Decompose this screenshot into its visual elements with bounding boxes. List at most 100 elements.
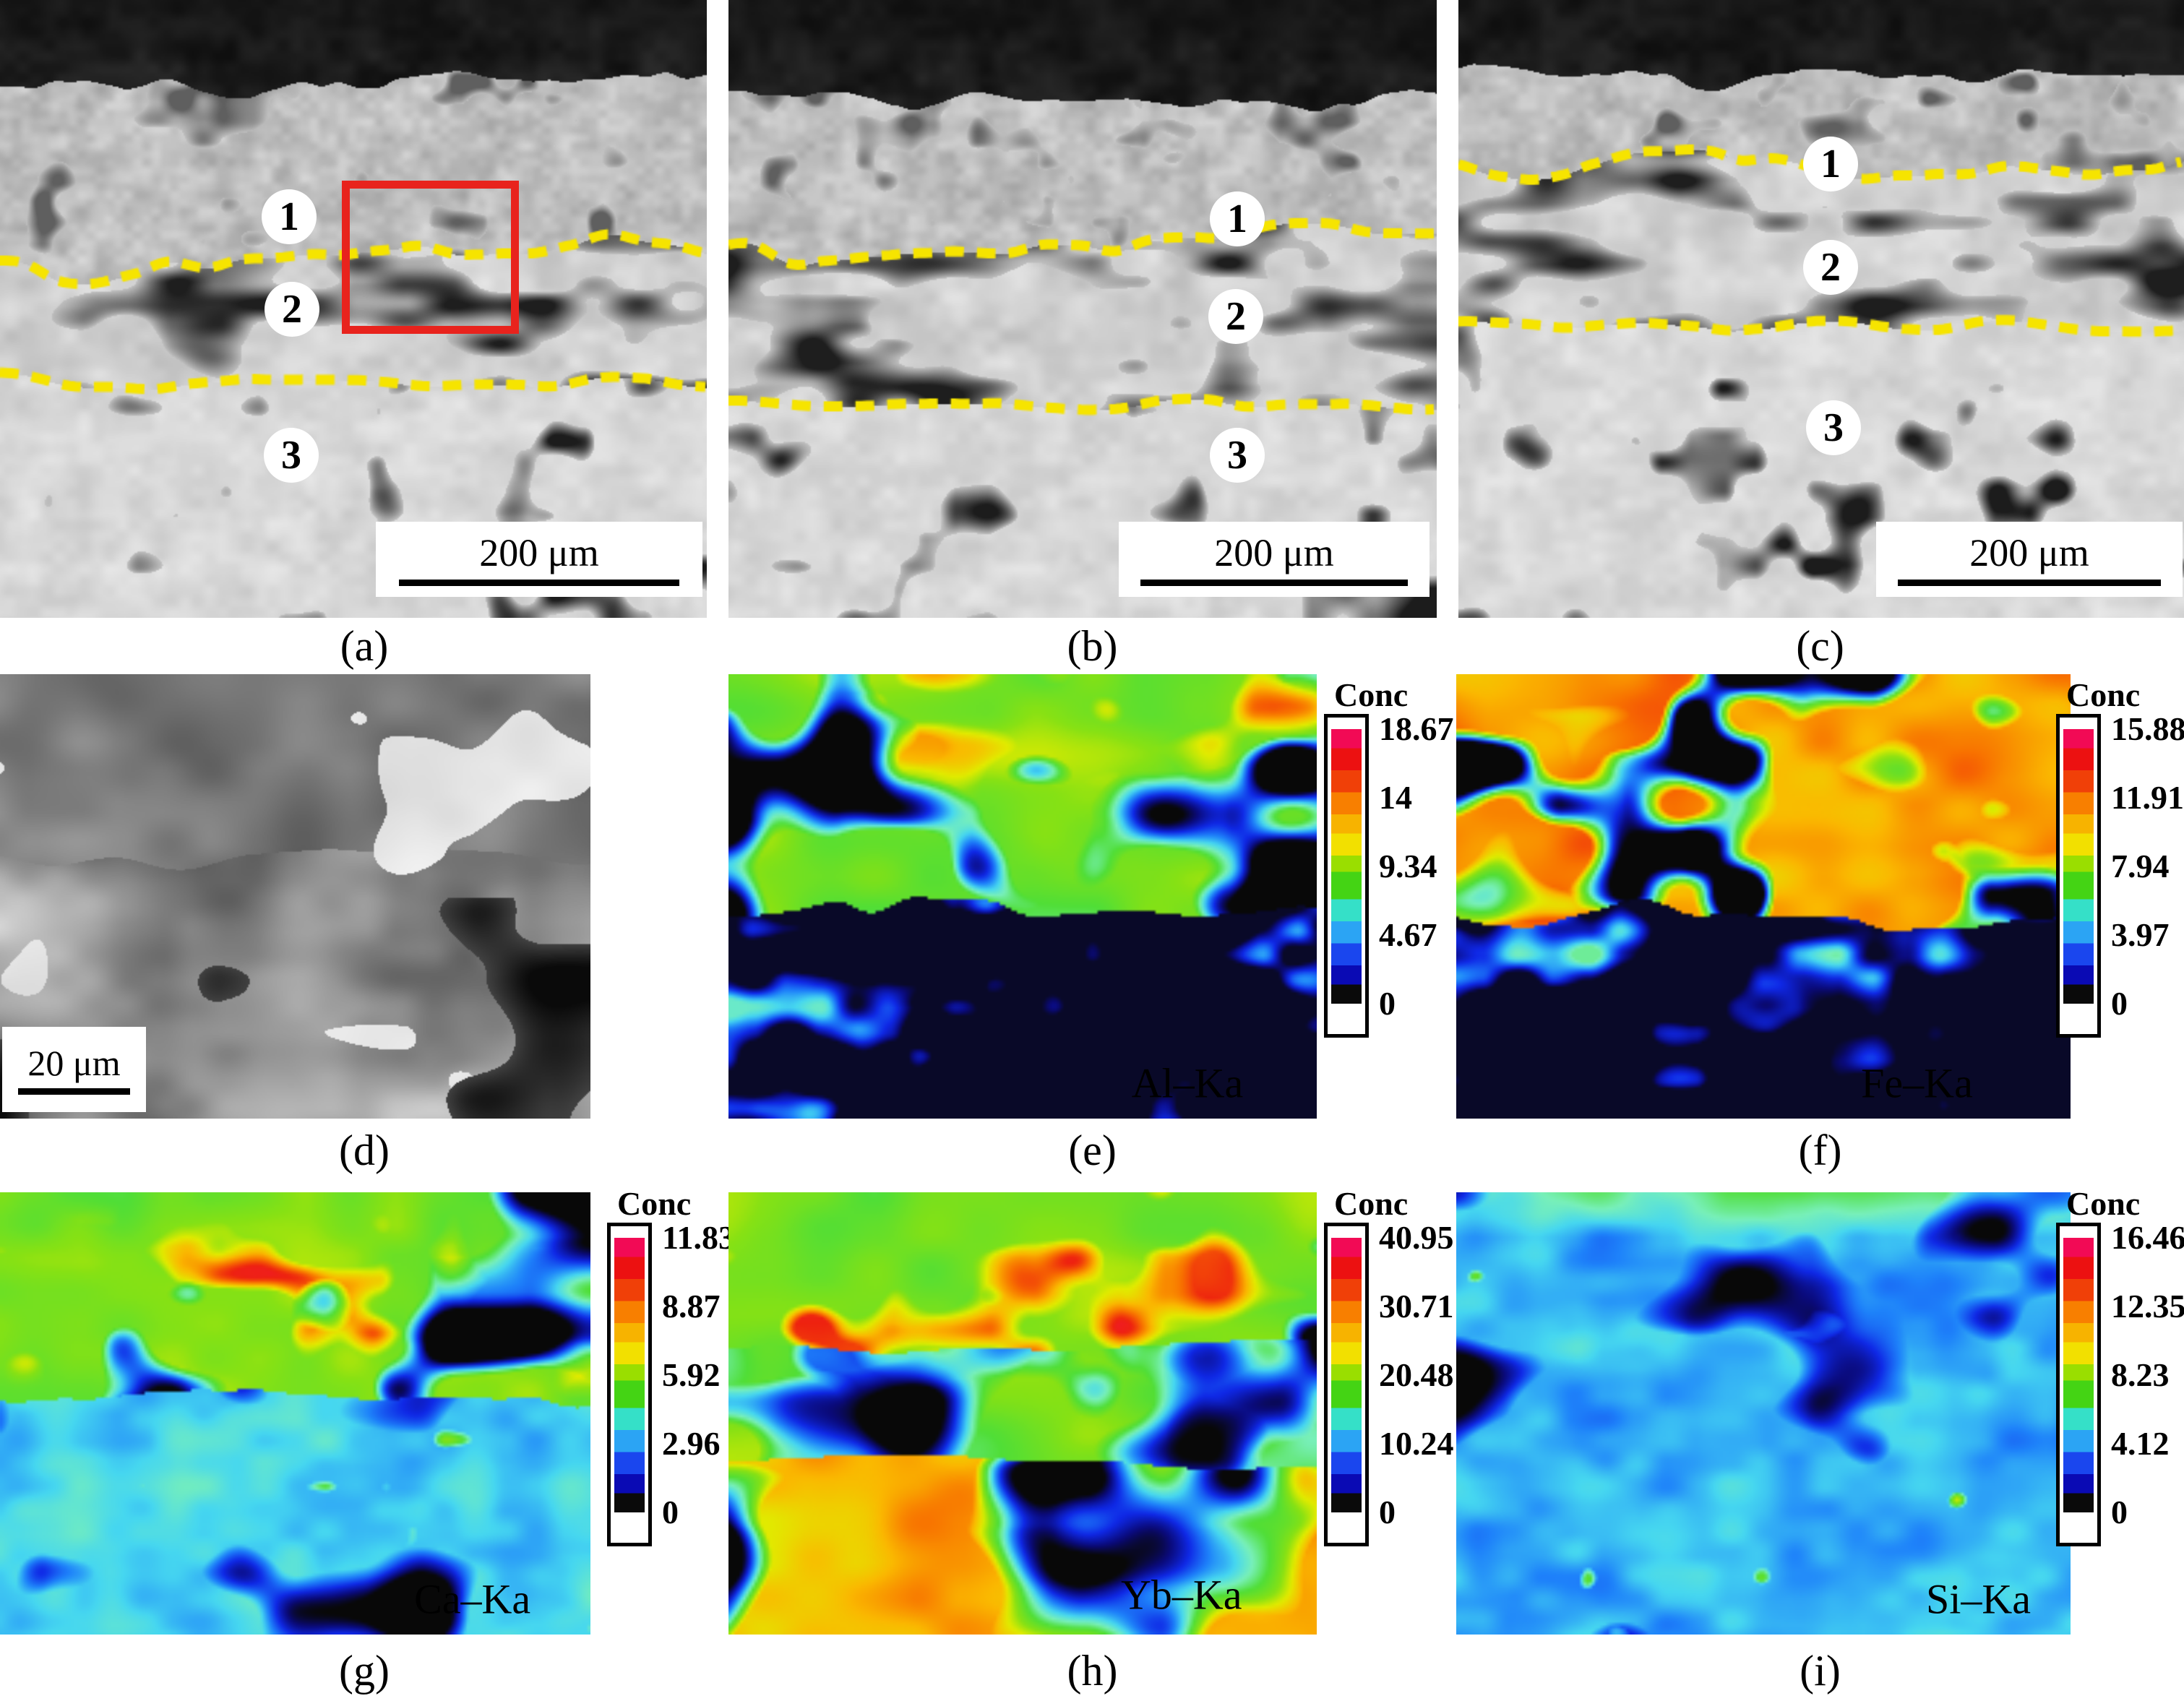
colorbar-tick: 0 [662, 1494, 679, 1530]
colorbar-tick: 16.46 [2111, 1219, 2184, 1256]
colorbar-i: Conc 16.46 12.35 8.23 4.12 0 [2056, 1187, 2184, 1546]
panel-i-si-map: Si–Ka [1456, 1192, 2071, 1635]
eds-map-fe [1456, 674, 2071, 1119]
colorbar-tick: 11.91 [2111, 779, 2184, 816]
scale-bar-line [1140, 579, 1408, 586]
layer-marker-2: 2 [265, 282, 319, 337]
colorbar-title: Conc [1334, 676, 1409, 713]
caption-d: (d) [339, 1127, 390, 1174]
colorbar-tick: 15.88 [2111, 710, 2184, 747]
panel-e-al-map: Al–Ka [728, 674, 1317, 1119]
colorbar-gradient [2063, 729, 2094, 1004]
colorbar-tick: 7.94 [2111, 848, 2170, 884]
colorbar-h: Conc 40.95 30.71 20.48 10.24 0 [1324, 1187, 1461, 1546]
element-label: Yb–Ka [1121, 1571, 1242, 1619]
scale-bar-label: 200 μm [1214, 531, 1334, 575]
colorbar-tick: 4.67 [1379, 916, 1437, 953]
layer-marker-3: 3 [264, 428, 319, 483]
colorbar-scale [2056, 714, 2101, 1038]
panel-d-sem-detail: 20 μm [0, 674, 590, 1119]
colorbar-title: Conc [1334, 1185, 1409, 1222]
colorbar-ticks: 40.95 30.71 20.48 10.24 0 [1379, 1220, 1466, 1530]
colorbar-tick: 4.12 [2111, 1425, 2170, 1462]
layer-marker-1: 1 [1803, 137, 1858, 191]
colorbar-tick: 3.97 [2111, 916, 2170, 953]
eds-map-al [728, 674, 1317, 1119]
panel-a-sem: 1 2 3 200 μm [0, 0, 707, 618]
colorbar-title: Conc [2066, 676, 2141, 713]
colorbar-scale [1324, 1223, 1369, 1546]
eds-map-ca [0, 1192, 590, 1635]
caption-c: (c) [1796, 622, 1844, 670]
colorbar-tick: 2.96 [662, 1425, 721, 1462]
colorbar-tick: 40.95 [1379, 1219, 1454, 1256]
layer-marker-1: 1 [1210, 191, 1265, 246]
colorbar-gradient [614, 1238, 645, 1512]
colorbar-ticks: 16.46 12.35 8.23 4.12 0 [2111, 1220, 2184, 1530]
scale-bar-label: 20 μm [27, 1043, 121, 1084]
panel-h-yb-map: Yb–Ka [728, 1192, 1317, 1635]
element-label: Al–Ka [1131, 1059, 1244, 1107]
colorbar-tick: 18.67 [1379, 710, 1454, 747]
colorbar-ticks: 18.67 14 9.34 4.67 0 [1379, 712, 1466, 1021]
scale-bar: 200 μm [376, 522, 702, 597]
colorbar-ticks: 15.88 11.91 7.94 3.97 0 [2111, 712, 2184, 1021]
panel-g-ca-map: Ca–Ka [0, 1192, 590, 1635]
caption-b: (b) [1067, 622, 1118, 670]
colorbar-g: Conc 11.83 8.87 5.92 2.96 0 [607, 1187, 744, 1546]
colorbar-title: Conc [617, 1185, 692, 1222]
scale-bar-line [398, 579, 680, 586]
colorbar-tick: 0 [2111, 985, 2128, 1022]
colorbar-scale [1324, 714, 1369, 1038]
colorbar-tick: 12.35 [2111, 1288, 2184, 1325]
colorbar-scale [607, 1223, 652, 1546]
eds-map-si [1456, 1192, 2071, 1635]
colorbar-scale [2056, 1223, 2101, 1546]
panel-b-sem: 1 2 3 200 μm [728, 0, 1437, 618]
caption-i: (i) [1800, 1647, 1841, 1694]
roi-box [342, 181, 519, 334]
element-label: Ca–Ka [414, 1575, 531, 1623]
colorbar-gradient [1331, 729, 1362, 1004]
colorbar-e: Conc 18.67 14 9.34 4.67 0 [1324, 678, 1461, 1038]
layer-marker-2: 2 [1208, 289, 1263, 344]
colorbar-tick: 11.83 [662, 1219, 735, 1256]
colorbar-tick: 5.92 [662, 1356, 721, 1393]
caption-f: (f) [1798, 1127, 1842, 1174]
panel-f-fe-map: Fe–Ka [1456, 674, 2071, 1119]
layer-marker-3: 3 [1210, 428, 1265, 483]
caption-e: (e) [1068, 1127, 1117, 1174]
scale-bar-line [17, 1088, 131, 1095]
colorbar-gradient [1331, 1238, 1362, 1512]
panel-c-sem: 1 2 3 200 μm [1458, 0, 2184, 618]
colorbar-tick: 10.24 [1379, 1425, 1454, 1462]
scale-bar-label: 200 μm [479, 531, 599, 575]
caption-h: (h) [1067, 1647, 1118, 1694]
colorbar-gradient [2063, 1238, 2094, 1512]
colorbar-f: Conc 15.88 11.91 7.94 3.97 0 [2056, 678, 2184, 1038]
colorbar-tick: 8.23 [2111, 1356, 2170, 1393]
sem-micrograph-c [1458, 0, 2184, 618]
element-label: Fe–Ka [1861, 1059, 1973, 1107]
colorbar-tick: 0 [1379, 1494, 1396, 1530]
colorbar-tick: 14 [1379, 779, 1412, 816]
eds-map-yb [728, 1192, 1317, 1635]
scale-bar: 20 μm [2, 1027, 146, 1112]
colorbar-ticks: 11.83 8.87 5.92 2.96 0 [662, 1220, 749, 1530]
colorbar-tick: 0 [2111, 1494, 2128, 1530]
sem-micrograph-b [728, 0, 1437, 618]
colorbar-tick: 30.71 [1379, 1288, 1454, 1325]
scale-bar-line [1897, 579, 2162, 586]
colorbar-title: Conc [2066, 1185, 2141, 1222]
colorbar-tick: 8.87 [662, 1288, 721, 1325]
sem-micrograph-a [0, 0, 707, 618]
scale-bar: 200 μm [1876, 522, 2183, 597]
element-label: Si–Ka [1926, 1575, 2031, 1623]
scale-bar: 200 μm [1119, 522, 1430, 597]
caption-a: (a) [340, 622, 389, 670]
layer-marker-2: 2 [1803, 240, 1858, 295]
caption-g: (g) [339, 1647, 390, 1694]
colorbar-tick: 9.34 [1379, 848, 1437, 884]
colorbar-tick: 20.48 [1379, 1356, 1454, 1393]
layer-marker-1: 1 [262, 189, 317, 244]
